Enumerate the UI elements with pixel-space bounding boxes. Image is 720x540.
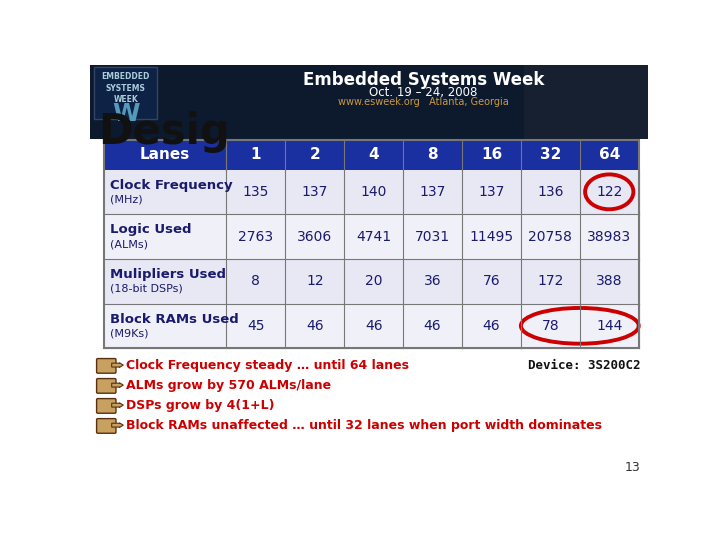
Bar: [104, 170, 639, 214]
FancyBboxPatch shape: [96, 399, 116, 413]
FancyArrow shape: [112, 383, 123, 387]
Text: 3606: 3606: [297, 230, 333, 244]
Text: Clock Frequency: Clock Frequency: [110, 179, 233, 192]
Text: 32: 32: [540, 147, 561, 163]
Text: 12: 12: [306, 274, 323, 288]
Text: Block RAMs unaffected … until 32 lanes when port width dominates: Block RAMs unaffected … until 32 lanes w…: [126, 420, 602, 433]
Text: (18-bit DSPs): (18-bit DSPs): [110, 284, 183, 294]
Text: 64: 64: [598, 147, 620, 163]
Text: 122: 122: [596, 185, 622, 199]
Bar: [104, 140, 639, 170]
Text: 137: 137: [302, 185, 328, 199]
Text: 46: 46: [424, 319, 441, 333]
Bar: [104, 214, 639, 259]
Text: (M9Ks): (M9Ks): [110, 328, 148, 339]
Text: Mulipliers Used: Mulipliers Used: [110, 268, 226, 281]
FancyArrow shape: [112, 403, 123, 408]
Text: 16: 16: [481, 147, 502, 163]
Text: (MHz): (MHz): [110, 194, 143, 205]
Text: EMBEDDED
SYSTEMS
WEEK: EMBEDDED SYSTEMS WEEK: [102, 72, 150, 104]
Text: 136: 136: [537, 185, 564, 199]
Text: 20: 20: [365, 274, 382, 288]
Text: 172: 172: [537, 274, 564, 288]
Text: 7031: 7031: [415, 230, 450, 244]
Text: 1: 1: [251, 147, 261, 163]
Text: DSPs grow by 4(1+L): DSPs grow by 4(1+L): [126, 400, 274, 413]
Text: (ALMs): (ALMs): [110, 239, 148, 249]
Text: Desig: Desig: [98, 111, 230, 153]
Text: 137: 137: [419, 185, 446, 199]
Text: 11495: 11495: [469, 230, 513, 244]
Text: 2763: 2763: [238, 230, 274, 244]
Text: 144: 144: [596, 319, 622, 333]
Text: 4741: 4741: [356, 230, 391, 244]
Text: Logic Used: Logic Used: [110, 224, 192, 237]
Text: 8: 8: [251, 274, 261, 288]
Bar: [524, 65, 648, 139]
Text: 140: 140: [361, 185, 387, 199]
Text: Embedded Systems Week: Embedded Systems Week: [302, 71, 544, 89]
Bar: [94, 67, 158, 119]
Text: 46: 46: [306, 319, 323, 333]
Text: 13: 13: [624, 462, 640, 475]
Text: ALMs grow by 570 ALMs/lane: ALMs grow by 570 ALMs/lane: [126, 380, 330, 393]
FancyArrow shape: [112, 423, 123, 428]
Text: Block RAMs Used: Block RAMs Used: [110, 313, 239, 326]
Text: 8: 8: [427, 147, 438, 163]
Text: 36: 36: [424, 274, 441, 288]
Text: Clock Frequency steady … until 64 lanes: Clock Frequency steady … until 64 lanes: [126, 360, 409, 373]
Text: 137: 137: [478, 185, 505, 199]
FancyBboxPatch shape: [96, 418, 116, 433]
Text: Oct. 19 – 24, 2008: Oct. 19 – 24, 2008: [369, 85, 477, 99]
Text: Device: 3S200C2: Device: 3S200C2: [528, 360, 640, 373]
FancyArrow shape: [112, 363, 123, 367]
Text: Lanes: Lanes: [140, 147, 190, 163]
Text: 78: 78: [541, 319, 559, 333]
Text: 46: 46: [482, 319, 500, 333]
Text: 76: 76: [482, 274, 500, 288]
Text: 135: 135: [243, 185, 269, 199]
Text: 45: 45: [247, 319, 265, 333]
Bar: [90, 65, 648, 139]
FancyBboxPatch shape: [96, 379, 116, 393]
Text: 388: 388: [596, 274, 623, 288]
Text: www.esweek.org   Atlanta, Georgia: www.esweek.org Atlanta, Georgia: [338, 97, 508, 107]
Text: 38983: 38983: [588, 230, 631, 244]
Text: 20758: 20758: [528, 230, 572, 244]
FancyBboxPatch shape: [96, 359, 116, 373]
Text: 4: 4: [369, 147, 379, 163]
Bar: [104, 303, 639, 348]
Bar: [104, 140, 639, 348]
Text: 46: 46: [365, 319, 382, 333]
Text: 2: 2: [310, 147, 320, 163]
Text: W: W: [112, 102, 140, 126]
Bar: [104, 259, 639, 303]
Bar: [104, 140, 639, 348]
